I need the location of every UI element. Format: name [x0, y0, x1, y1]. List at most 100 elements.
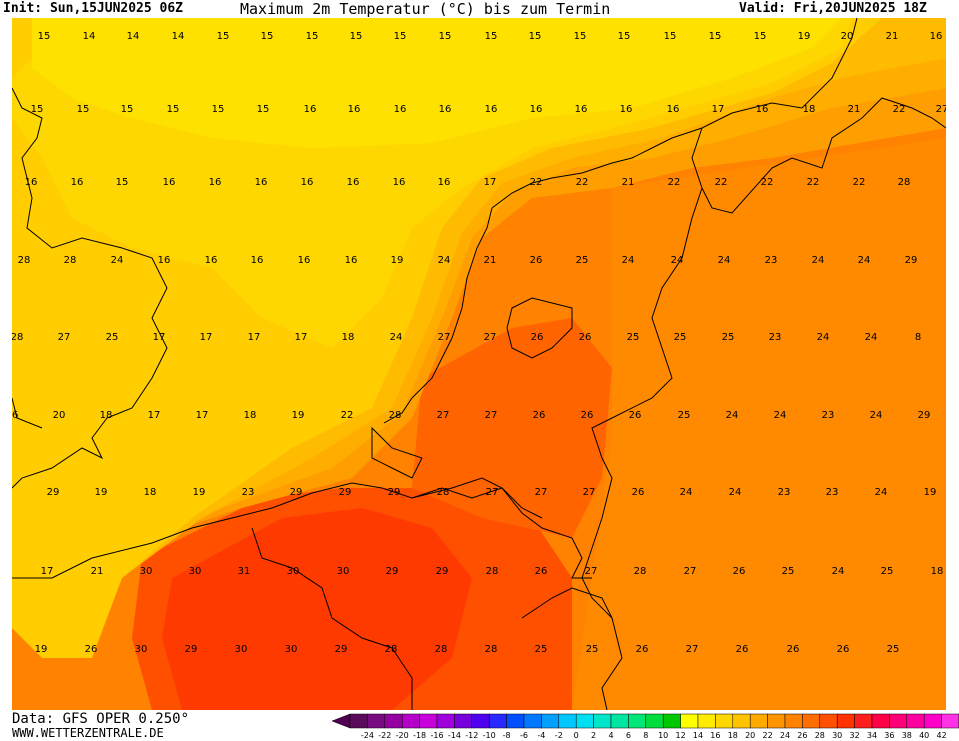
temperature-value: 19: [95, 487, 108, 498]
colorbar-tick-label: -8: [502, 731, 511, 740]
temperature-value: 16: [25, 177, 38, 188]
colorbar-swatch: [749, 713, 768, 729]
temperature-value: 28: [389, 410, 402, 421]
temperature-value: 26: [733, 566, 746, 577]
colorbar-tick-label: -22: [378, 731, 392, 740]
temperature-value: 30: [337, 566, 350, 577]
temperature-value: 18: [342, 332, 355, 343]
temperature-value: 30: [287, 566, 300, 577]
colorbar-swatch: [401, 713, 420, 729]
temperature-value: 30: [235, 644, 248, 655]
coast-wadden: [491, 18, 858, 209]
colorbar-tick-label: 28: [814, 731, 825, 740]
colorbar-swatch: [732, 713, 751, 729]
temperature-value: 20: [53, 410, 66, 421]
colorbar-swatch: [767, 713, 786, 729]
temperature-value: 24: [390, 332, 403, 343]
temperature-value: 16: [485, 104, 498, 115]
temperature-value: 29: [918, 410, 931, 421]
temperature-value: 25: [586, 644, 599, 655]
temperature-value: 15: [485, 31, 498, 42]
temperature-value: 28: [437, 487, 450, 498]
temperature-value: 16: [438, 177, 451, 188]
temperature-value: 24: [438, 255, 451, 266]
temperature-value: 29: [47, 487, 60, 498]
temperature-value: 21: [484, 255, 497, 266]
temperature-value: 24: [622, 255, 635, 266]
temperature-value: 25: [887, 644, 900, 655]
temperature-value: 18: [931, 566, 944, 577]
colorbar-tick-label: -4: [537, 731, 546, 740]
colorbar-tick-label: 2: [591, 731, 597, 740]
temperature-value: 21: [886, 31, 899, 42]
colorbar-swatch: [802, 713, 821, 729]
colorbar-tick-label: 10: [658, 731, 669, 740]
temperature-value: 26: [12, 410, 18, 421]
temperature-value: 27: [486, 487, 499, 498]
temperature-value: 22: [807, 177, 820, 188]
colorbar-swatch: [662, 713, 681, 729]
temperature-value: 18: [100, 410, 113, 421]
colorbar-tick-label: -24: [360, 731, 374, 740]
temperature-value: 27: [438, 332, 451, 343]
colorbar-swatch: [349, 713, 368, 729]
temperature-value: 23: [765, 255, 778, 266]
colorbar-swatch: [645, 713, 664, 729]
colorbar-tick-label: 30: [832, 731, 843, 740]
temperature-value: 17: [295, 332, 308, 343]
temperature-value: 24: [870, 410, 883, 421]
colorbar-tick-label: 24: [779, 731, 791, 740]
colorbar-tick-label: 42: [936, 731, 947, 740]
temperature-value: 29: [335, 644, 348, 655]
website-label: WWW.WETTERZENTRALE.DE: [12, 726, 164, 740]
colorbar-swatch: [941, 713, 959, 729]
temperature-value: 30: [140, 566, 153, 577]
temperature-value: 16: [530, 104, 543, 115]
colorbar-tick-label: 26: [797, 731, 808, 740]
temperature-value: 21: [848, 104, 861, 115]
colorbar-swatch: [628, 713, 647, 729]
colorbar-swatch: [680, 713, 699, 729]
colorbar-labels: -24 -22 -20 -18 -16 -14 -12 -10 -8 -6 -4 -2 0 2 4 6 8 10 1…: [340, 731, 959, 741]
temperature-value: 16: [163, 177, 176, 188]
temperature-value: 29: [290, 487, 303, 498]
colorbar-swatch: [384, 713, 403, 729]
temperature-value: 20: [841, 31, 854, 42]
temperature-value: 30: [135, 644, 148, 655]
temperature-value: 24: [718, 255, 731, 266]
colorbar-swatch: [454, 713, 473, 729]
colorbar-tick-label: 22: [762, 731, 773, 740]
colorbar-swatch: [923, 713, 942, 729]
temperature-value: 24: [680, 487, 693, 498]
colorbar-tick-label: -12: [465, 731, 479, 740]
temperature-value: 19: [391, 255, 404, 266]
temperature-value: 15: [116, 177, 129, 188]
temperature-value: 28: [12, 332, 23, 343]
temperature-value: 16: [347, 177, 360, 188]
temperature-value: 16: [255, 177, 268, 188]
temperature-value: 15: [121, 104, 134, 115]
temperature-value: 25: [535, 644, 548, 655]
temperature-value: 22: [576, 177, 589, 188]
colorbar-tick-label: 34: [866, 731, 878, 740]
temperature-value: 16: [348, 104, 361, 115]
temperature-value: 22: [715, 177, 728, 188]
temperature-value: 17: [248, 332, 261, 343]
temperature-value: 28: [64, 255, 77, 266]
colorbar-swatch: [436, 713, 455, 729]
temperature-value: 27: [583, 487, 596, 498]
colorbar-tick-label: 8: [643, 731, 649, 740]
temperature-value: 15: [394, 31, 407, 42]
temperature-value: 25: [627, 332, 640, 343]
temperature-value: 27: [684, 566, 697, 577]
colorbar-swatch: [471, 713, 490, 729]
temperature-value: 24: [858, 255, 871, 266]
temperature-value: 18: [803, 104, 816, 115]
temperature-value: 26: [531, 332, 544, 343]
temperature-value: 19: [924, 487, 937, 498]
temperature-value: 26: [530, 255, 543, 266]
temperature-value: 29: [905, 255, 918, 266]
temp-zone-27: [412, 318, 612, 538]
temperature-value: 15: [212, 104, 225, 115]
colorbar-tick-label: 18: [727, 731, 738, 740]
